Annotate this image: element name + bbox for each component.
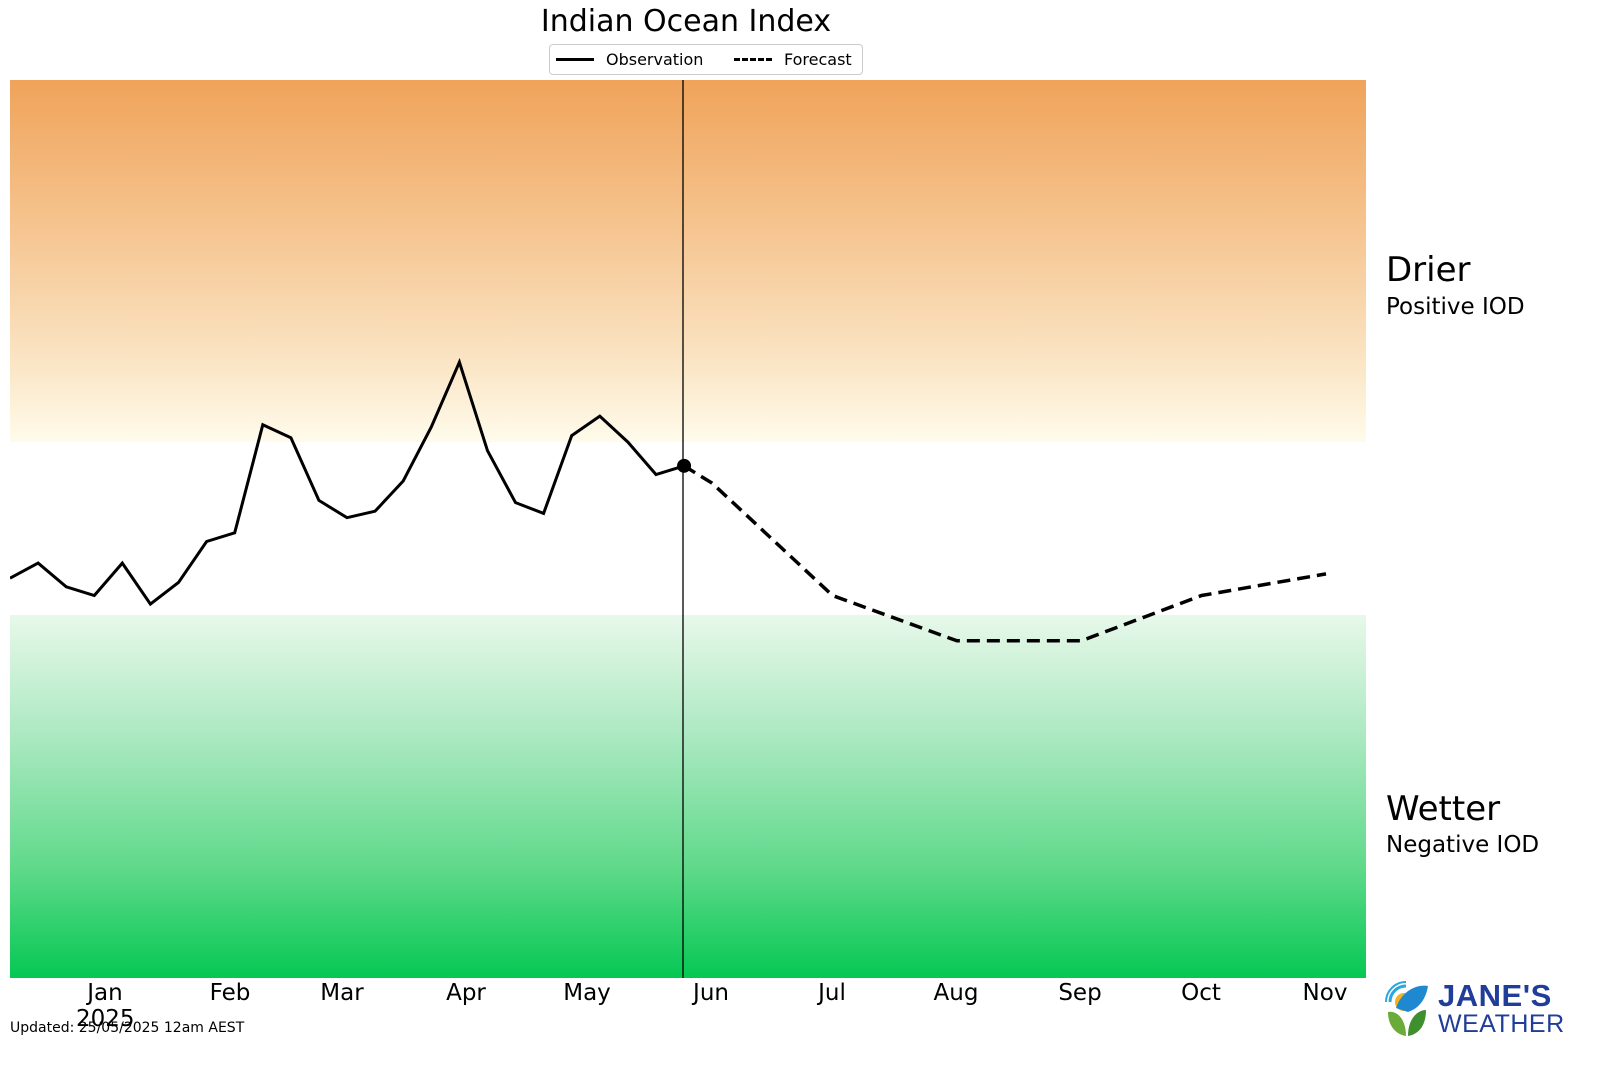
positive-iod-label: Positive IOD	[1386, 294, 1525, 320]
dashed-line-icon	[734, 58, 772, 61]
janes-weather-logo: JANE'S WEATHER	[1382, 978, 1602, 1038]
x-tick-mar: Mar	[320, 980, 364, 1006]
x-tick-aug: Aug	[933, 980, 979, 1006]
legend-item-forecast: Forecast	[734, 50, 852, 69]
updated-timestamp: Updated: 25/05/2025 12am AEST	[10, 1020, 245, 1036]
negative-iod-label: Negative IOD	[1386, 832, 1540, 858]
negative-iod-band	[10, 615, 1366, 978]
x-tick-jan: Jan	[87, 980, 123, 1006]
x-tick-feb: Feb	[209, 980, 251, 1006]
legend-item-observation: Observation	[556, 50, 703, 69]
logo-emblem-icon	[1385, 981, 1428, 1036]
chart-lines	[10, 80, 1327, 978]
x-tick-apr: Apr	[446, 980, 486, 1006]
x-tick-nov: Nov	[1302, 980, 1348, 1006]
chart-title: Indian Ocean Index	[540, 4, 832, 39]
logo-text-weather: WEATHER	[1438, 1010, 1565, 1038]
legend-label-observation: Observation	[606, 50, 704, 69]
x-tick-sep: Sep	[1058, 980, 1102, 1006]
positive-iod-band	[10, 80, 1366, 442]
drier-label: Drier	[1386, 250, 1471, 290]
solid-line-icon	[556, 58, 594, 61]
x-tick-may: May	[563, 980, 611, 1006]
chart-legend: Observation Forecast	[549, 44, 863, 75]
legend-label-forecast: Forecast	[784, 50, 852, 69]
x-tick-jun: Jun	[693, 980, 729, 1006]
x-tick-oct: Oct	[1181, 980, 1221, 1006]
wetter-label: Wetter	[1386, 789, 1501, 829]
forecast-line	[683, 464, 1327, 643]
current-value-marker	[677, 458, 692, 473]
observation-line	[10, 357, 685, 607]
x-tick-jul: Jul	[818, 980, 846, 1006]
logo-text-janes: JANE'S	[1438, 978, 1552, 1013]
x-year-label: 2025	[76, 1006, 135, 1032]
plot-area	[10, 80, 1366, 978]
